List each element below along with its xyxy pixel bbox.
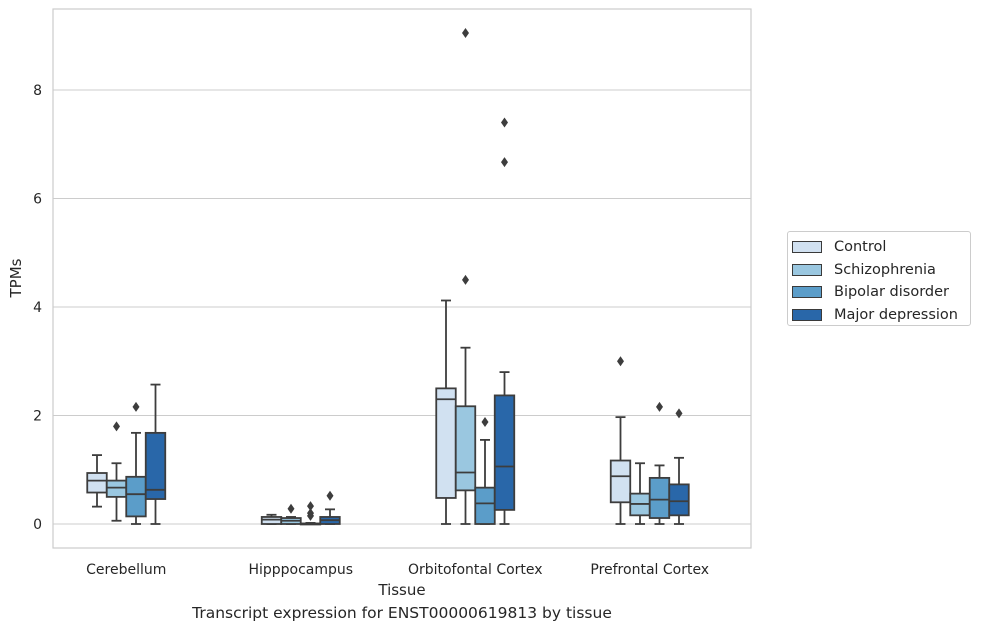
y-tick-label: 4 (33, 300, 42, 316)
legend-label: Control (834, 239, 887, 256)
outlier-point (307, 508, 314, 519)
y-tick-label: 0 (33, 517, 42, 533)
x-tick-label: Prefrontal Cortex (590, 562, 709, 578)
legend-item: Control (792, 236, 970, 259)
legend-label: Major depression (834, 306, 958, 323)
outlier-point (113, 421, 120, 432)
outlier-point (307, 501, 314, 512)
plot-frame (52, 8, 752, 549)
y-tick-label: 6 (33, 192, 42, 208)
legend-item: Schizophrenia (792, 259, 970, 282)
x-tick-label: Hipppocampus (248, 562, 353, 578)
legend-label: Schizophrenia (834, 261, 936, 278)
box (86, 472, 108, 494)
box (105, 479, 128, 498)
box (435, 387, 457, 499)
y-tick-label: 8 (33, 83, 42, 99)
legend-item: Major depression (792, 304, 970, 327)
legend-swatch (792, 241, 822, 254)
box (609, 459, 632, 504)
outlier-point (656, 401, 663, 412)
box (668, 483, 690, 517)
outlier-point (287, 503, 295, 514)
box (493, 394, 516, 511)
box (454, 405, 477, 492)
box (125, 475, 147, 518)
legend: Control Schizophrenia Bipolar disorder Majo… (787, 231, 971, 326)
legend-swatch (792, 263, 822, 276)
outlier-point (481, 417, 489, 428)
figure-caption: Transcript expression for ENST0000061981… (192, 604, 612, 622)
legend-swatch (792, 286, 822, 299)
x-tick-label: Orbitofontal Cortex (408, 562, 543, 578)
x-axis-label: Tissue (377, 581, 425, 599)
box (474, 486, 496, 525)
outlier-point (462, 274, 469, 285)
outlier-point (501, 117, 508, 128)
outlier-point (501, 157, 508, 168)
y-axis-label: TPMs (7, 258, 25, 298)
outlier-point (132, 401, 140, 412)
outlier-point (326, 490, 334, 501)
outlier-point (675, 408, 683, 419)
outlier-point (462, 28, 469, 39)
x-tick-label: Cerebellum (86, 562, 166, 578)
legend-label: Bipolar disorder (834, 284, 949, 301)
y-tick-label: 2 (33, 409, 42, 425)
legend-swatch (792, 308, 822, 321)
box (648, 476, 671, 519)
box (144, 431, 167, 500)
legend-item: Bipolar disorder (792, 281, 970, 304)
outlier-point (617, 356, 624, 367)
